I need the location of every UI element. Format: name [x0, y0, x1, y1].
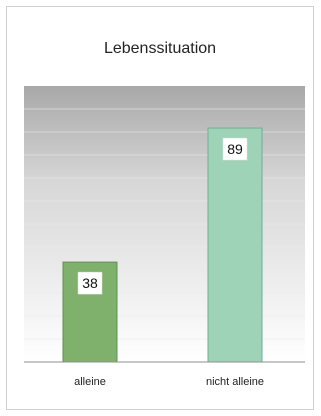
value-label-box-1	[222, 137, 248, 161]
category-label-1: nicht alleine	[206, 376, 264, 388]
bar-1	[207, 127, 263, 363]
value-label-box-0	[77, 271, 103, 295]
category-label-0: alleine	[74, 376, 106, 388]
chart-title: Lebenssituation	[104, 40, 216, 57]
bars: 38 89	[62, 127, 263, 363]
value-label-0: 38	[82, 275, 98, 291]
value-label-1: 89	[227, 141, 243, 157]
category-labels: alleine nicht alleine	[74, 376, 264, 388]
